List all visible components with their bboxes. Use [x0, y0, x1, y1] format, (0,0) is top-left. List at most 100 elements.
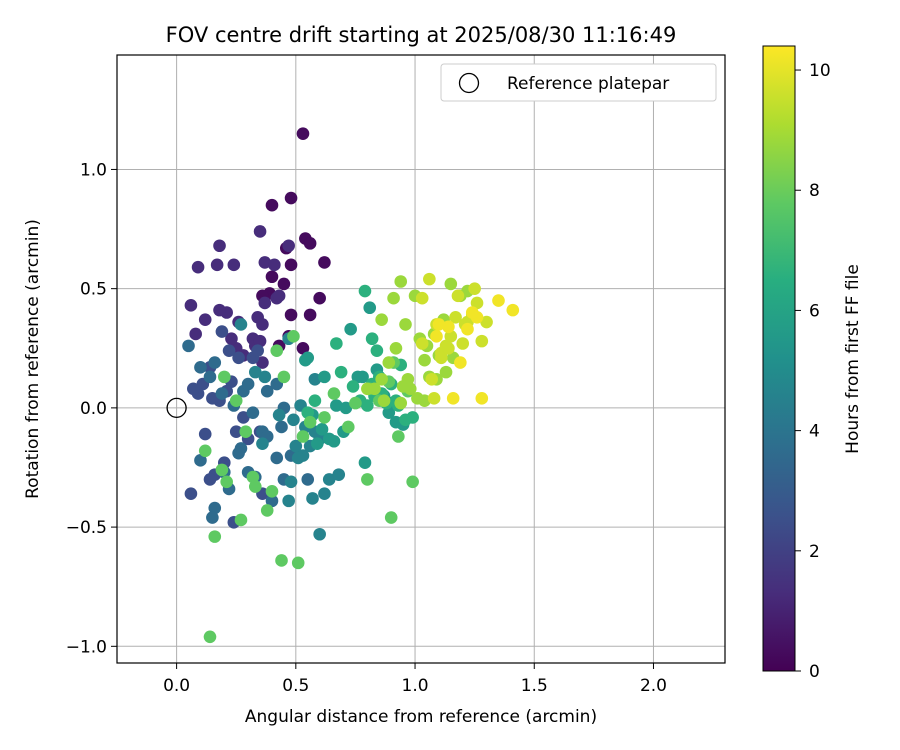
scatter-point	[406, 475, 419, 489]
y-tick-label: 0.0	[80, 399, 107, 419]
scatter-point	[301, 351, 315, 365]
scatter-point	[234, 513, 248, 527]
scatter-point	[318, 487, 331, 501]
scatter-point	[330, 399, 343, 412]
scatter-point	[256, 437, 269, 450]
scatter-point	[256, 356, 269, 369]
scatter-point	[444, 277, 458, 291]
scatter-point	[184, 487, 198, 501]
scatter-point	[303, 415, 317, 429]
scatter-point	[418, 394, 431, 408]
scatter-point	[282, 239, 295, 253]
scatter-point	[375, 313, 388, 326]
scatter-point	[308, 372, 322, 386]
scatter-point	[382, 356, 396, 369]
x-axis-label: Angular distance from reference (arcmin)	[245, 707, 597, 727]
scatter-point	[248, 365, 262, 379]
scatter-point	[361, 399, 374, 412]
scatter-point	[332, 468, 346, 481]
scatter-point	[334, 365, 348, 379]
scatter-point	[449, 310, 462, 324]
scatter-point	[389, 341, 403, 355]
scatter-point	[361, 382, 374, 396]
scatter-point	[191, 260, 205, 274]
x-tick-label: 1.0	[402, 676, 429, 696]
scatter-point	[399, 318, 412, 331]
scatter-point	[227, 258, 241, 272]
x-tick-label: 0.5	[282, 676, 309, 696]
scatter-point	[246, 406, 260, 419]
scatter-point	[318, 256, 331, 269]
scatter-point	[198, 444, 212, 458]
y-tick-label: 1.0	[80, 160, 107, 180]
x-tick-label: 1.5	[521, 676, 548, 696]
scatter-point	[330, 337, 343, 350]
scatter-point	[406, 411, 419, 424]
legend-entry-reference: Reference platepar	[507, 74, 669, 94]
scatter-point	[275, 554, 288, 567]
scatter-point	[392, 430, 405, 443]
scatter-point	[225, 332, 238, 346]
grid-lines	[117, 55, 725, 663]
scatter-point	[313, 291, 326, 305]
scatter-point	[451, 289, 465, 303]
scatter-point	[291, 556, 305, 570]
scatter-point	[318, 370, 331, 384]
legend-box	[440, 63, 717, 102]
scatter-point	[377, 394, 391, 408]
scatter-point	[251, 344, 264, 357]
scatter-point	[215, 463, 229, 477]
scatter-point	[461, 322, 474, 336]
scatter-point	[358, 284, 372, 298]
scatter-point	[427, 392, 441, 405]
scatter-point	[275, 420, 288, 434]
scatter-point	[296, 127, 310, 140]
scatter-point	[198, 427, 212, 441]
scatter-point	[270, 344, 284, 357]
scatter-point	[208, 501, 222, 515]
scatter-point	[272, 289, 286, 303]
colorbar-tick-label: 10	[809, 61, 831, 81]
scatter-point	[260, 504, 274, 517]
scatter-point	[258, 256, 272, 269]
scatter-point	[248, 480, 262, 493]
scatter-point	[206, 511, 219, 524]
scatter-point	[430, 330, 443, 343]
scatter-point	[475, 392, 489, 405]
scatter-point	[289, 439, 303, 453]
scatter-point	[470, 296, 484, 310]
scatter-point	[394, 275, 408, 288]
scatter-point	[198, 313, 212, 326]
scatter-point	[215, 387, 229, 400]
scatter-point	[492, 294, 505, 307]
y-tick-label: −1.0	[66, 637, 107, 657]
reference-platepar-marker	[166, 397, 187, 419]
scatter-point	[418, 353, 431, 367]
colorbar-ticks: 0 2 4 6 8 10	[795, 61, 831, 682]
scatter-point	[456, 337, 470, 350]
scatter-point	[258, 296, 272, 310]
scatter-point	[265, 485, 279, 498]
scatter-point	[287, 330, 300, 343]
scatter-point	[384, 511, 398, 524]
scatter-point	[206, 392, 219, 405]
scatter-point	[208, 356, 222, 369]
scatter-point	[272, 408, 286, 422]
scatter-point	[301, 406, 315, 419]
scatter-point	[506, 303, 520, 317]
y-axis-label: Rotation from reference (arcmin)	[23, 219, 43, 499]
scatter-point	[465, 306, 479, 319]
scatter-point	[375, 372, 388, 386]
scatter-point	[260, 384, 274, 398]
scatter-point	[365, 332, 379, 346]
scatter-point	[210, 258, 224, 272]
scatter-point	[229, 425, 243, 439]
scatter-point	[284, 475, 298, 489]
scatter-point	[182, 339, 195, 353]
scatter-point	[327, 434, 341, 448]
colorbar-label: Hours from first FF file	[843, 264, 863, 454]
scatter-point	[291, 451, 305, 465]
scatter-point	[284, 258, 298, 272]
scatter-point	[241, 377, 255, 391]
scatter-point	[318, 411, 331, 424]
